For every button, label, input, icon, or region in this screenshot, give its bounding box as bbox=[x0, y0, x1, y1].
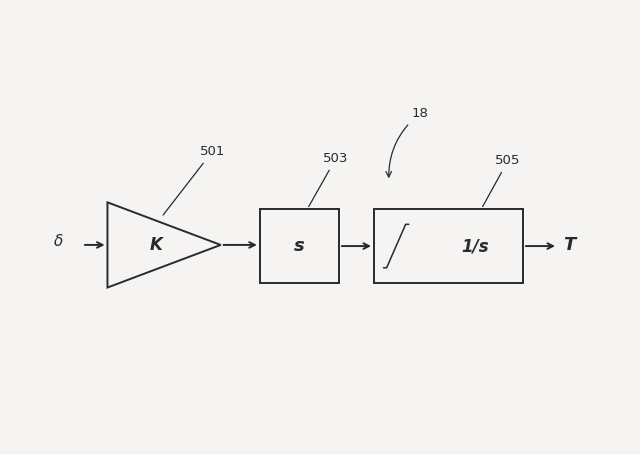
Text: K: K bbox=[150, 236, 163, 254]
Text: δ: δ bbox=[54, 234, 63, 249]
Bar bbox=[260, 209, 339, 283]
Text: 501: 501 bbox=[163, 145, 225, 215]
Text: T: T bbox=[563, 236, 575, 254]
Text: 503: 503 bbox=[308, 152, 349, 207]
Text: 1/s: 1/s bbox=[461, 237, 489, 255]
Bar bbox=[374, 209, 523, 283]
Text: s: s bbox=[294, 237, 305, 255]
Text: 505: 505 bbox=[483, 154, 520, 207]
Text: 18: 18 bbox=[386, 107, 428, 177]
